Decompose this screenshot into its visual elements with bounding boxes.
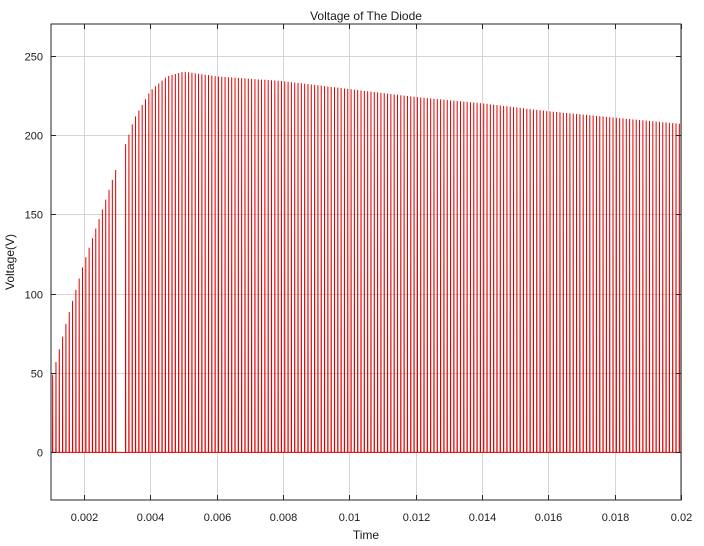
x-tick-label-6: 0.014	[469, 512, 497, 524]
axis-ticks	[51, 24, 682, 500]
series-line-0	[51, 71, 681, 453]
x-tick-label-2: 0.006	[204, 512, 232, 524]
y-tick-label-1: 50	[31, 369, 43, 381]
x-tick-label-0: 0.002	[71, 512, 99, 524]
plot-border	[50, 23, 682, 501]
x-tick-label-7: 0.016	[535, 512, 563, 524]
x-axis-label: Time	[353, 528, 380, 542]
x-tick-label-3: 0.008	[270, 512, 298, 524]
y-tick-label-5: 250	[25, 52, 43, 64]
x-tick-label-1: 0.004	[137, 512, 165, 524]
y-tick-label-4: 200	[25, 131, 43, 143]
y-tick-label-2: 100	[25, 290, 43, 302]
x-tick-label-8: 0.018	[602, 512, 630, 524]
x-tick-labels: 0.002 0.004 0.006 0.008 0.01 0.012 0.014 0.016 0…	[71, 512, 692, 524]
x-tick-label-4: 0.01	[339, 512, 360, 524]
x-tick-label-9: 0.02	[671, 512, 692, 524]
chart-title: Voltage of The Diode	[310, 9, 422, 23]
x-tick-label-5: 0.012	[403, 512, 431, 524]
series-area	[51, 71, 681, 453]
y-tick-label-0: 0	[37, 448, 43, 460]
y-axis-label: Voltage(V)	[3, 234, 17, 290]
y-tick-labels: 0 50 100 150 200 250	[25, 52, 43, 460]
y-tick-label-3: 150	[25, 210, 43, 222]
